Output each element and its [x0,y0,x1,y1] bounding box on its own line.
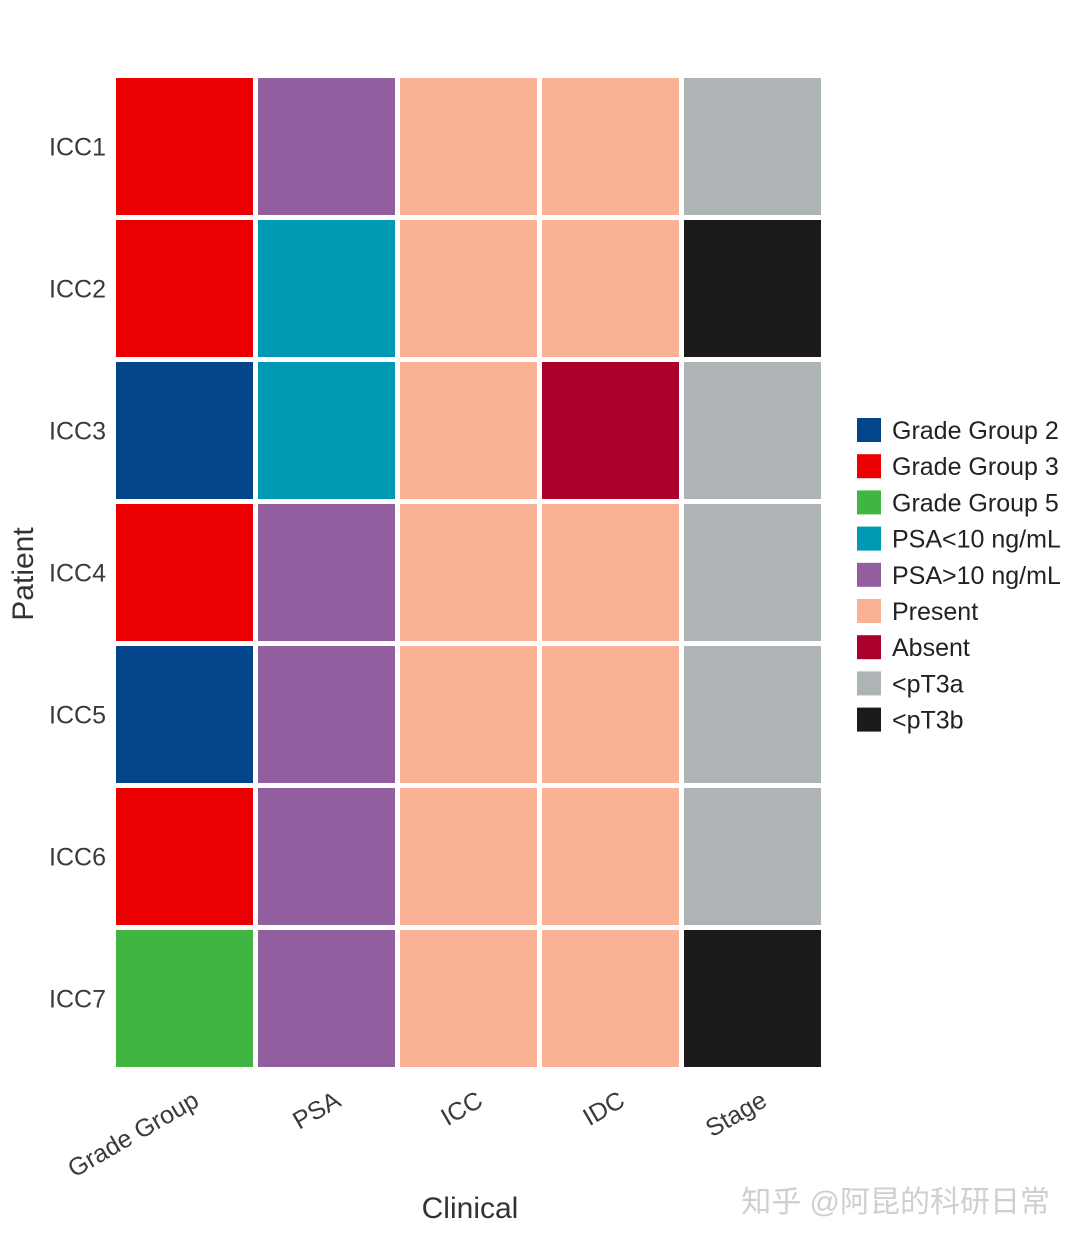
heatmap-cell-icc6-stage [684,788,821,925]
x-tick-label: PSA [288,1086,346,1135]
legend-label: Present [892,598,978,626]
heatmap-cell-icc2-psa [258,220,395,357]
y-tick-label: ICC7 [49,986,106,1014]
heatmap-cell-icc4-stage [684,504,821,641]
y-tick-label: ICC3 [49,418,106,446]
heatmap-cell-icc6-psa [258,788,395,925]
heatmap-cell-icc3-icc [400,362,537,499]
legend-label: Grade Group 5 [892,489,1059,517]
legend-swatch [857,454,881,479]
heatmap-cell-icc2-icc [400,220,537,357]
heatmap-cell-icc4-grade-group [116,504,253,641]
heatmap-cells [116,78,821,1067]
legend-swatch [857,707,881,732]
legend-label: PSA<10 ng/mL [892,526,1061,554]
x-tick-label: Grade Group [63,1086,203,1183]
legend-swatch [857,599,881,623]
legend-swatch [857,490,881,515]
y-tick-labels: ICC1 ICC2 ICC3 ICC4 ICC5 ICC6 ICC7 [49,134,106,1014]
heatmap-cell-icc4-icc [400,504,537,641]
legend-label: <pT3a [892,670,964,698]
heatmap-cell-icc7-icc [400,930,537,1067]
heatmap-cell-icc5-psa [258,646,395,783]
heatmap-cell-icc3-stage [684,362,821,499]
legend-label: Grade Group 2 [892,417,1059,445]
heatmap-cell-icc3-idc [542,362,679,499]
x-tick-label: Stage [701,1086,772,1143]
watermark: 知乎 @阿昆的科研日常 [741,1186,1050,1219]
y-tick-label: ICC4 [49,560,106,588]
heatmap-cell-icc5-idc [542,646,679,783]
legend-label: <pT3b [892,707,964,735]
heatmap-cell-icc1-icc [400,78,537,215]
heatmap-cell-icc5-icc [400,646,537,783]
heatmap-cell-icc5-grade-group [116,646,253,783]
heatmap-cell-icc7-grade-group [116,930,253,1067]
heatmap-cell-icc4-idc [542,504,679,641]
y-tick-label: ICC5 [49,702,106,730]
heatmap-cell-icc6-icc [400,788,537,925]
x-tick-labels: Grade Group PSA ICC IDC Stage [63,1086,771,1183]
heatmap-cell-icc3-psa [258,362,395,499]
legend-label: Grade Group 3 [892,453,1059,481]
heatmap-cell-icc2-idc [542,220,679,357]
heatmap-cell-icc2-stage [684,220,821,357]
legend-swatch [857,526,881,551]
heatmap-cell-icc6-grade-group [116,788,253,925]
legend: Grade Group 2 Grade Group 3 Grade Group 5 P… [857,417,1061,735]
heatmap-cell-icc6-idc [542,788,679,925]
legend-swatch [857,418,881,442]
y-tick-label: ICC2 [49,276,106,304]
legend-label: Absent [892,634,970,662]
heatmap-cell-icc1-psa [258,78,395,215]
heatmap-cell-icc5-stage [684,646,821,783]
heatmap-cell-icc7-stage [684,930,821,1067]
heatmap-cell-icc3-grade-group [116,362,253,499]
y-tick-label: ICC6 [49,844,106,872]
legend-label: PSA>10 ng/mL [892,562,1061,590]
x-tick-label: IDC [578,1086,629,1132]
heatmap-cell-icc2-grade-group [116,220,253,357]
legend-swatch [857,671,881,696]
x-axis-title: Clinical [422,1192,519,1225]
heatmap-cell-icc1-grade-group [116,78,253,215]
legend-swatch [857,562,881,587]
x-tick-label: ICC [436,1086,487,1132]
heatmap-cell-icc7-idc [542,930,679,1067]
heatmap-cell-icc4-psa [258,504,395,641]
y-tick-label: ICC1 [49,134,106,162]
y-axis-title: Patient [7,527,40,621]
heatmap-cell-icc1-stage [684,78,821,215]
heatmap-cell-icc7-psa [258,930,395,1067]
heatmap-cell-icc1-idc [542,78,679,215]
legend-swatch [857,635,881,660]
